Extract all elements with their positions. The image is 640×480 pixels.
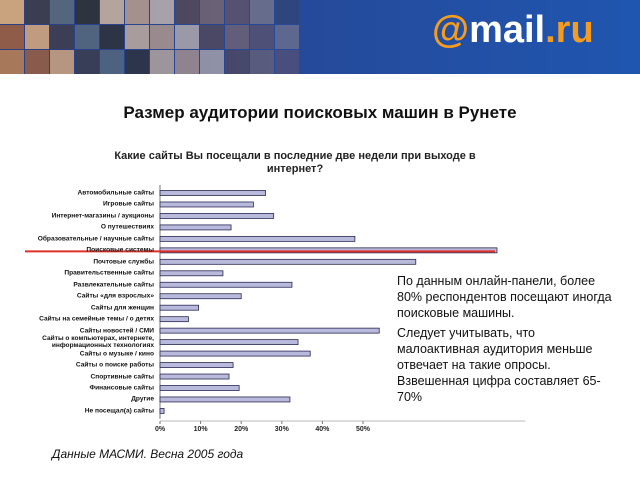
photo [125,0,149,24]
y-tick-label: Игровые сайты [102,200,154,208]
photo [200,50,224,74]
note: Следует учитывать, что малоактивная ауди… [397,326,601,404]
x-tick-label: 50% [356,426,371,433]
bar [159,224,232,231]
bar [159,339,299,346]
photo [225,0,249,24]
photo [25,50,49,74]
photo [75,0,99,24]
photo [25,0,49,24]
y-tick-label: Сайты о поиске работы [75,361,154,369]
y-tick-label: Сайты новостей / СМИ [79,327,154,335]
logo-name: mail [469,9,545,51]
photo [275,0,299,24]
bar [159,385,240,391]
x-tick-label: 30% [275,426,290,433]
bar [159,258,417,265]
photo [100,25,124,49]
photo [250,0,274,24]
bar [159,293,242,300]
logo: @mail.ru [432,9,594,51]
y-tick-label: Сайты для женщин [90,304,154,312]
y-tick-label: Сайты на семейные темы / о детях [39,315,154,323]
y-tick-label: Почтовые службы [93,258,154,266]
photo [0,25,24,49]
bar [159,304,199,311]
logo-domain: .ru [545,9,594,51]
y-tick-label: Сайты «для взрослых» [76,292,154,300]
photo [275,50,299,74]
photo [275,25,299,49]
photo [25,25,49,49]
photo [175,25,199,49]
photo [75,50,99,74]
photo [125,50,149,74]
y-tick-label: Финансовые сайты [89,384,154,392]
y-tick-label: Образовательные / научные сайты [37,235,154,243]
x-tick-label: 40% [315,426,330,433]
photo [75,25,99,49]
bar [159,316,189,323]
bar [159,281,293,288]
y-tick-label: Не посещал(а) сайты [84,407,154,415]
bar [159,201,254,208]
y-tick-label: Поисковые системы [86,246,154,254]
x-tick-label: 20% [234,426,249,433]
photo [225,50,249,74]
chart-title: Какие сайты Вы посещали в последние две … [114,150,476,175]
photo [100,50,124,74]
photo [175,0,199,24]
photo [50,0,74,24]
y-tick-label: Другие [131,395,154,403]
bar [159,350,311,357]
logo-at: @ [432,9,469,51]
slide-title: Размер аудитории поисковых машин в Рунет… [123,103,516,122]
bar [159,362,234,368]
photo [175,50,199,74]
photo [250,25,274,49]
y-tick-label: Интернет-магазины / аукционы [51,212,154,220]
photo [125,25,149,49]
photo [250,50,274,74]
bar [159,327,380,334]
bar [159,396,291,403]
photo [200,25,224,49]
photo [150,25,174,49]
y-tick-label: Спортивные сайты [90,373,155,381]
bar [159,235,356,242]
y-tick-label: О путешествиях [100,223,154,231]
y-tick-label: Сайты о музыке / кино [79,350,154,358]
photo [100,0,124,24]
y-tick-label: Развлекательные сайты [73,281,154,289]
photo [150,50,174,74]
note: По данным онлайн-панели, более 80% респо… [397,274,612,320]
y-tick-label: Сайты о компьютерах, интернете, информац… [42,335,154,350]
photo [200,0,224,24]
bar [159,373,230,380]
bar [159,190,266,196]
x-tick-label: 10% [194,426,209,433]
bar [159,270,224,277]
bar [159,408,165,414]
photo-mosaic [0,0,299,74]
y-tick-label: Автомобильные сайты [77,189,154,197]
photo [50,50,74,74]
photo [0,50,24,74]
x-tick-label: 0% [155,426,166,433]
y-tick-label: Правительственные сайты [64,269,154,277]
photo [225,25,249,49]
photo [50,25,74,49]
photo [0,0,24,24]
photo [150,0,174,24]
source: Данные МАСМИ. Весна 2005 года [52,447,244,461]
bar [159,213,275,219]
notes: По данным онлайн-панели, более 80% респо… [397,273,612,409]
